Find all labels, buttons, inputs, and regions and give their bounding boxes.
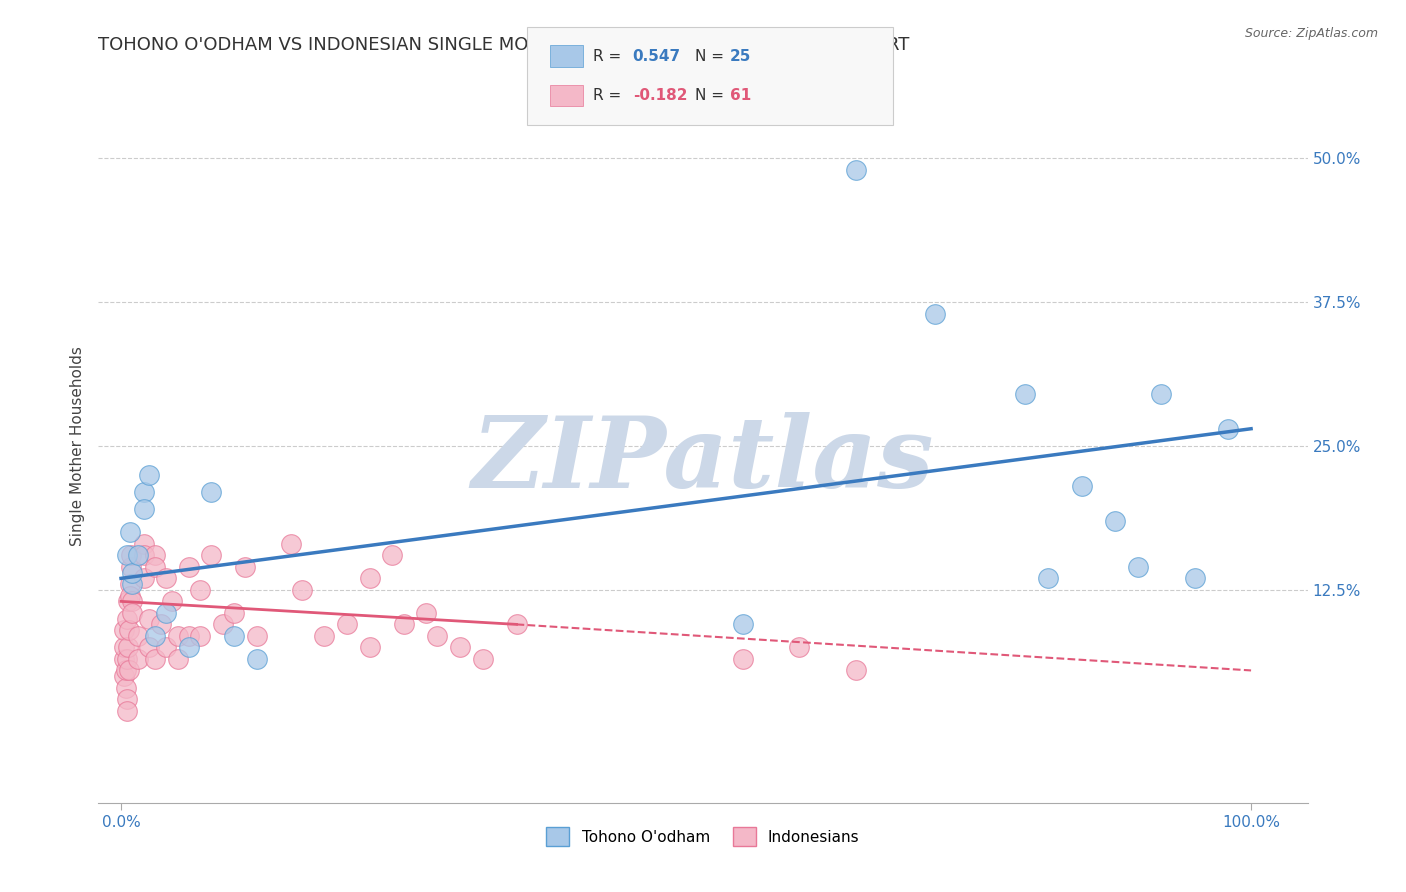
Point xyxy=(845,162,868,177)
Point xyxy=(1014,387,1036,401)
Point xyxy=(845,664,868,678)
Point xyxy=(1036,571,1059,585)
Point xyxy=(118,623,141,637)
Point xyxy=(166,629,188,643)
Point xyxy=(121,606,143,620)
Point xyxy=(121,566,143,580)
Point xyxy=(731,652,754,666)
Point xyxy=(924,307,946,321)
Point xyxy=(1070,479,1092,493)
Point xyxy=(121,577,143,591)
Point xyxy=(114,664,136,678)
Point xyxy=(415,606,437,620)
Point xyxy=(246,629,269,643)
Point xyxy=(359,571,381,585)
Point xyxy=(132,502,155,516)
Point xyxy=(155,606,177,620)
Point xyxy=(138,640,160,655)
Point xyxy=(200,485,222,500)
Legend: Tohono O'odham, Indonesians: Tohono O'odham, Indonesians xyxy=(540,822,866,852)
Text: 0.547: 0.547 xyxy=(633,49,681,63)
Point xyxy=(200,549,222,563)
Point xyxy=(155,640,177,655)
Text: N =: N = xyxy=(695,49,728,63)
Point xyxy=(160,594,183,608)
Point xyxy=(381,549,404,563)
Point xyxy=(1150,387,1173,401)
Point xyxy=(112,669,135,683)
Text: N =: N = xyxy=(695,88,728,103)
Text: TOHONO O'ODHAM VS INDONESIAN SINGLE MOTHER HOUSEHOLDS CORRELATION CHART: TOHONO O'ODHAM VS INDONESIAN SINGLE MOTH… xyxy=(98,36,910,54)
Point xyxy=(177,629,200,643)
Point xyxy=(246,652,269,666)
Point xyxy=(138,467,160,482)
Point xyxy=(115,549,138,563)
Point xyxy=(143,652,166,666)
Point xyxy=(426,629,449,643)
Point xyxy=(138,612,160,626)
Point xyxy=(115,704,138,718)
Point xyxy=(222,629,245,643)
Point xyxy=(166,652,188,666)
Point xyxy=(132,537,155,551)
Text: Source: ZipAtlas.com: Source: ZipAtlas.com xyxy=(1244,27,1378,40)
Point xyxy=(392,617,415,632)
Point xyxy=(336,617,359,632)
Point xyxy=(505,617,527,632)
Point xyxy=(211,617,233,632)
Point xyxy=(127,549,149,563)
Point xyxy=(112,652,135,666)
Point xyxy=(115,612,138,626)
Point xyxy=(787,640,810,655)
Point xyxy=(118,664,141,678)
Point xyxy=(112,640,135,655)
Point xyxy=(1126,559,1149,574)
Point xyxy=(314,629,336,643)
Point xyxy=(132,549,155,563)
Point xyxy=(1104,514,1126,528)
Point xyxy=(117,640,139,655)
Point xyxy=(1184,571,1206,585)
Text: 61: 61 xyxy=(730,88,751,103)
Point xyxy=(731,617,754,632)
Point xyxy=(120,559,142,574)
Point xyxy=(120,577,142,591)
Point xyxy=(121,594,143,608)
Point xyxy=(117,594,139,608)
Point xyxy=(120,525,142,540)
Point xyxy=(112,623,135,637)
Point xyxy=(132,571,155,585)
Point xyxy=(143,559,166,574)
Point xyxy=(132,485,155,500)
Point xyxy=(188,582,211,597)
Point xyxy=(127,629,149,643)
Point xyxy=(359,640,381,655)
Point xyxy=(222,606,245,620)
Point xyxy=(177,640,200,655)
Y-axis label: Single Mother Households: Single Mother Households xyxy=(69,346,84,546)
Point xyxy=(143,629,166,643)
Point xyxy=(1218,422,1240,436)
Point xyxy=(471,652,494,666)
Point xyxy=(233,559,256,574)
Point xyxy=(188,629,211,643)
Point xyxy=(291,582,314,597)
Point xyxy=(114,681,136,695)
Text: R =: R = xyxy=(593,88,627,103)
Point xyxy=(120,589,142,603)
Text: -0.182: -0.182 xyxy=(633,88,688,103)
Point xyxy=(115,652,138,666)
Text: R =: R = xyxy=(593,49,627,63)
Point xyxy=(280,537,302,551)
Point xyxy=(449,640,471,655)
Point xyxy=(155,571,177,585)
Point xyxy=(177,559,200,574)
Text: ZIPatlas: ZIPatlas xyxy=(472,412,934,508)
Point xyxy=(127,652,149,666)
Point xyxy=(149,617,172,632)
Point xyxy=(120,549,142,563)
Point xyxy=(115,692,138,706)
Text: 25: 25 xyxy=(730,49,751,63)
Point xyxy=(143,549,166,563)
